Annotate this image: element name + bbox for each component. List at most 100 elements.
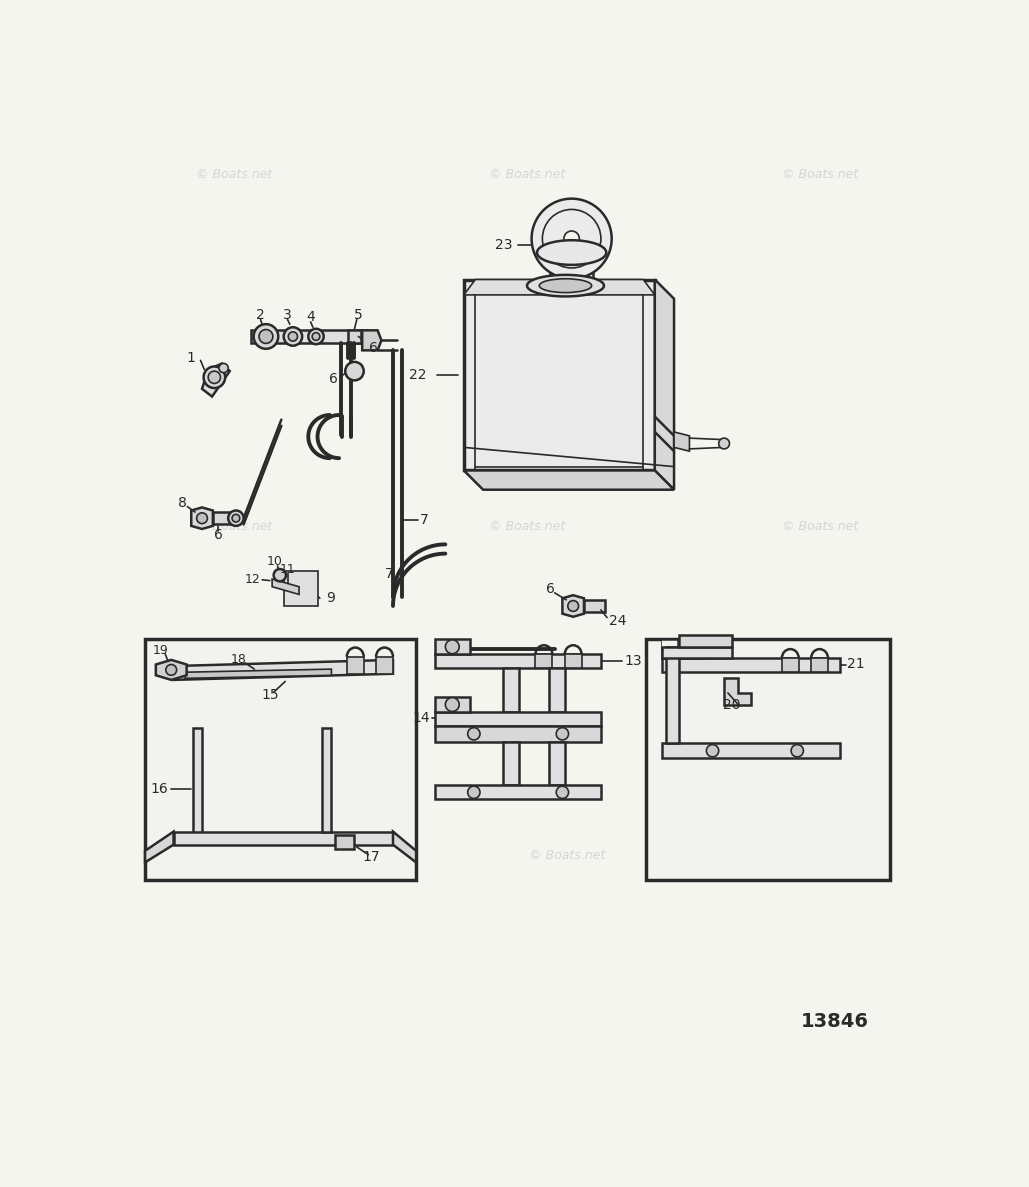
Ellipse shape	[537, 240, 606, 265]
Polygon shape	[584, 599, 605, 612]
Polygon shape	[549, 742, 565, 786]
Text: 13846: 13846	[801, 1011, 868, 1030]
Polygon shape	[565, 654, 581, 668]
Polygon shape	[202, 363, 229, 396]
Text: 23: 23	[495, 237, 512, 252]
Circle shape	[446, 698, 459, 711]
Circle shape	[309, 329, 324, 344]
Polygon shape	[213, 512, 236, 525]
Polygon shape	[393, 832, 416, 863]
Polygon shape	[349, 330, 360, 343]
Circle shape	[253, 324, 278, 349]
Text: 4: 4	[307, 310, 315, 324]
Polygon shape	[724, 678, 751, 705]
Text: © Boats.net: © Boats.net	[782, 520, 858, 533]
Polygon shape	[503, 668, 519, 712]
Circle shape	[284, 328, 303, 345]
Text: 5: 5	[354, 307, 362, 322]
Polygon shape	[435, 654, 601, 668]
Bar	[551, 264, 593, 281]
Polygon shape	[464, 279, 654, 294]
Polygon shape	[174, 660, 393, 680]
Circle shape	[219, 363, 228, 373]
Text: 2: 2	[256, 307, 264, 322]
Text: © Boats.net: © Boats.net	[489, 167, 566, 180]
Circle shape	[468, 786, 480, 799]
Text: 7: 7	[385, 566, 393, 580]
Circle shape	[557, 786, 569, 799]
Polygon shape	[679, 635, 732, 647]
Text: 8: 8	[178, 496, 186, 509]
Text: © Boats.net: © Boats.net	[251, 849, 328, 862]
Polygon shape	[663, 639, 678, 649]
Text: 15: 15	[261, 688, 279, 703]
Circle shape	[228, 510, 244, 526]
Circle shape	[568, 601, 578, 611]
Text: 6: 6	[369, 341, 379, 355]
Polygon shape	[284, 571, 318, 607]
Circle shape	[468, 728, 480, 740]
Polygon shape	[435, 639, 470, 654]
Polygon shape	[535, 654, 553, 668]
Circle shape	[312, 332, 320, 341]
Polygon shape	[191, 507, 213, 529]
Polygon shape	[435, 726, 601, 742]
Text: © Boats.net: © Boats.net	[529, 849, 605, 862]
Text: 18: 18	[232, 653, 247, 666]
Circle shape	[274, 569, 286, 582]
Polygon shape	[563, 595, 584, 617]
Circle shape	[532, 198, 611, 279]
Polygon shape	[347, 656, 363, 674]
Polygon shape	[674, 432, 689, 451]
Polygon shape	[376, 656, 393, 674]
Text: 16: 16	[150, 782, 168, 796]
Text: 6: 6	[214, 528, 222, 542]
Text: © Boats.net: © Boats.net	[489, 520, 566, 533]
Circle shape	[259, 330, 273, 343]
Text: 17: 17	[362, 850, 381, 864]
Circle shape	[288, 332, 297, 341]
Circle shape	[542, 209, 601, 268]
Circle shape	[791, 744, 804, 757]
Polygon shape	[145, 832, 174, 863]
Polygon shape	[667, 647, 679, 743]
Text: 6: 6	[546, 582, 556, 596]
Polygon shape	[335, 836, 355, 850]
Ellipse shape	[539, 279, 592, 292]
Circle shape	[197, 513, 208, 523]
Circle shape	[346, 362, 363, 380]
Text: 1: 1	[187, 351, 196, 366]
Polygon shape	[782, 659, 799, 672]
Text: 20: 20	[723, 698, 741, 711]
Circle shape	[706, 744, 718, 757]
Text: 3: 3	[283, 307, 292, 322]
Polygon shape	[645, 639, 890, 880]
Polygon shape	[192, 728, 202, 836]
Polygon shape	[464, 470, 674, 490]
Text: 9: 9	[326, 591, 334, 605]
Polygon shape	[663, 647, 732, 659]
Polygon shape	[549, 668, 565, 712]
Text: © Boats.net: © Boats.net	[197, 167, 273, 180]
Text: 14: 14	[413, 711, 430, 725]
Circle shape	[718, 438, 730, 449]
Polygon shape	[185, 669, 331, 678]
Text: 7: 7	[420, 513, 428, 527]
Polygon shape	[663, 743, 840, 758]
Polygon shape	[322, 728, 331, 832]
Text: 19: 19	[152, 645, 169, 658]
Circle shape	[557, 728, 569, 740]
Polygon shape	[654, 279, 674, 490]
Polygon shape	[250, 330, 366, 343]
Text: 24: 24	[608, 615, 626, 628]
Text: 22: 22	[410, 368, 427, 382]
Text: 13: 13	[624, 654, 642, 667]
Text: © Boats.net: © Boats.net	[197, 520, 273, 533]
Circle shape	[208, 372, 220, 383]
Polygon shape	[272, 579, 299, 595]
Text: 21: 21	[847, 658, 865, 672]
Circle shape	[564, 231, 579, 247]
Ellipse shape	[527, 275, 604, 297]
Text: 6: 6	[328, 372, 338, 386]
Text: 11: 11	[280, 563, 295, 576]
